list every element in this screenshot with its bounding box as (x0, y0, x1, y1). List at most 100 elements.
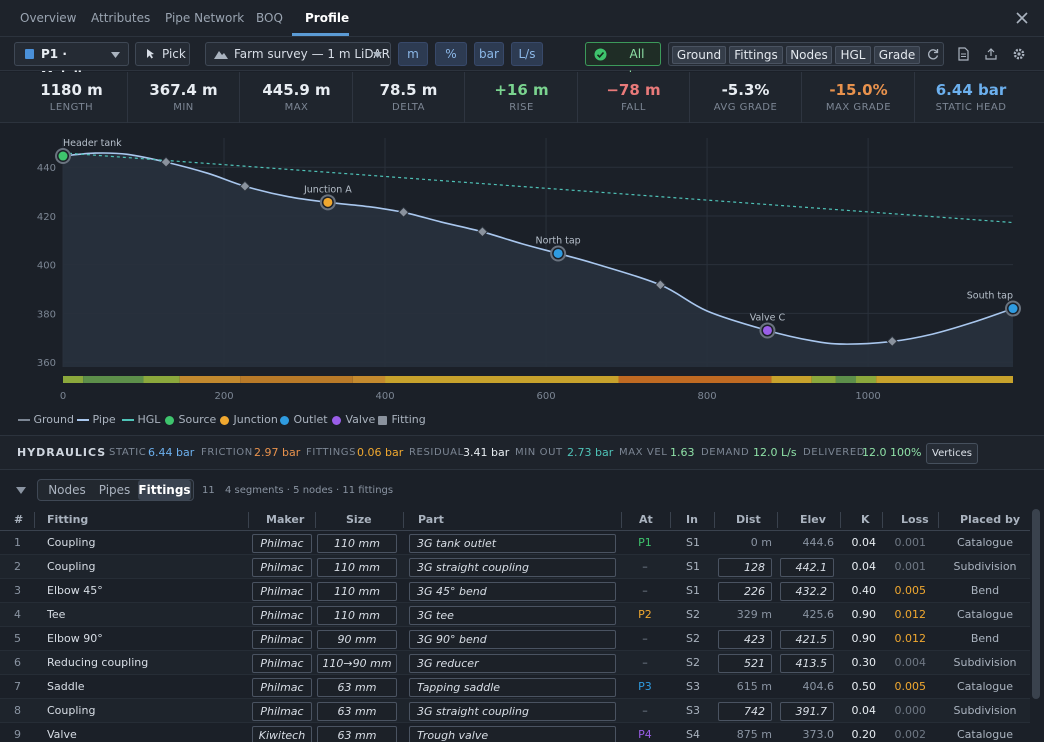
cell-maker[interactable]: Philmac (252, 558, 312, 577)
layer-nodes-toggle[interactable]: Nodes (786, 46, 832, 64)
table-row[interactable]: 9 Valve Kiwitech 63 mm Trough valve P4 S4 875 m… (0, 723, 1030, 742)
column-divider[interactable] (248, 512, 249, 528)
column-header[interactable]: K (861, 513, 870, 526)
close-icon[interactable] (1014, 10, 1030, 26)
tab-pipe-network[interactable]: Pipe Network (165, 11, 245, 25)
cell-part[interactable]: 3G straight coupling (409, 558, 616, 577)
cell-size[interactable]: 90 mm (317, 630, 397, 649)
column-divider[interactable] (403, 512, 404, 528)
tab-attributes[interactable]: Attributes (91, 11, 151, 25)
column-divider[interactable] (840, 512, 841, 528)
subtab-pipes[interactable]: Pipes (98, 483, 131, 497)
tab-overview[interactable]: Overview (20, 11, 77, 25)
column-header[interactable]: Loss (901, 513, 929, 526)
cell-dist[interactable]: 128 (718, 558, 772, 577)
column-header[interactable]: Size (346, 513, 372, 526)
table-row[interactable]: 7 Saddle Philmac 63 mm Tapping saddle P3 S3 615… (0, 675, 1030, 699)
column-header[interactable]: Part (418, 513, 444, 526)
tab-boq[interactable]: BOQ (256, 11, 283, 25)
cell-part[interactable]: Tapping saddle (409, 678, 616, 697)
column-header[interactable]: Elev (800, 513, 826, 526)
tab-profile[interactable]: Profile (305, 11, 350, 25)
cell-part[interactable]: 3G reducer (409, 654, 616, 673)
column-header[interactable]: At (639, 513, 653, 526)
cell-maker[interactable]: Philmac (252, 534, 312, 553)
pipe-select[interactable]: P1 · Mainline (14, 42, 129, 83)
column-header[interactable]: Fitting (47, 513, 89, 526)
table-row[interactable]: 2 Coupling Philmac 110 mm 3G straight coupli… (0, 555, 1030, 579)
cell-dist[interactable]: 423 (718, 630, 772, 649)
unit-ls-toggle[interactable]: L/s (511, 42, 543, 66)
refresh-icon[interactable] (927, 48, 939, 60)
gear-icon[interactable] (1012, 47, 1026, 61)
collapse-toggle-icon[interactable] (16, 487, 26, 494)
cell-maker[interactable]: Philmac (252, 582, 312, 601)
table-scrollbar[interactable] (1032, 509, 1040, 699)
cell-maker[interactable]: Philmac (252, 702, 312, 721)
cell-part[interactable]: 3G 90° bend (409, 630, 616, 649)
cell-part[interactable]: 3G straight coupling (409, 702, 616, 721)
cell-maker[interactable]: Philmac (252, 678, 312, 697)
cell-part[interactable]: 3G tee (409, 606, 616, 625)
column-divider[interactable] (882, 512, 883, 528)
cell-size[interactable]: 63 mm (317, 702, 397, 721)
unit-m-toggle[interactable]: m (398, 42, 428, 66)
cell-size[interactable]: 110 mm (317, 582, 397, 601)
cell-part[interactable]: 3G 45° bend (409, 582, 616, 601)
layer-ground-toggle[interactable]: Ground (672, 46, 726, 64)
cell-elev[interactable]: 421.5 (780, 630, 834, 649)
cell-size[interactable]: 110 mm (317, 534, 397, 553)
cell-dist[interactable]: 742 (718, 702, 772, 721)
unit-bar-toggle[interactable]: bar (474, 42, 504, 66)
vertices-button[interactable]: Vertices (926, 443, 978, 464)
subtab-nodes[interactable]: Nodes (48, 483, 86, 497)
cell-dist[interactable]: 226 (718, 582, 772, 601)
unit-percent-toggle[interactable]: % (435, 42, 467, 66)
cell-maker[interactable]: Philmac (252, 654, 312, 673)
cell-size[interactable]: 110 mm (317, 558, 397, 577)
table-row[interactable]: 5 Elbow 90° Philmac 90 mm 3G 90° bend – S2 423 4… (0, 627, 1030, 651)
document-icon[interactable] (956, 47, 970, 61)
pick-button[interactable]: Pick (135, 42, 190, 66)
column-header[interactable]: # (14, 513, 24, 526)
table-row[interactable]: 3 Elbow 45° Philmac 110 mm 3G 45° bend – S1 226… (0, 579, 1030, 603)
layer-fittings-toggle[interactable]: Fittings (729, 46, 783, 64)
table-row[interactable]: 1 Coupling Philmac 110 mm 3G tank outlet P1 S1… (0, 531, 1030, 555)
layer-grade-toggle[interactable]: Grade (874, 46, 920, 64)
column-header[interactable]: Maker (266, 513, 305, 526)
column-header[interactable]: Placed by (960, 513, 1020, 526)
cell-part[interactable]: 3G tank outlet (409, 534, 616, 553)
cell-elev[interactable]: 442.1 (780, 558, 834, 577)
cell-elev[interactable]: 432.2 (780, 582, 834, 601)
export-icon[interactable] (984, 47, 998, 61)
column-divider[interactable] (714, 512, 715, 528)
cell-dist[interactable]: 521 (718, 654, 772, 673)
cell-size[interactable]: 110 mm (317, 606, 397, 625)
cell-size[interactable]: 63 mm (317, 678, 397, 697)
column-divider[interactable] (621, 512, 622, 528)
layer-hgl-toggle[interactable]: HGL (835, 46, 871, 64)
column-divider[interactable] (777, 512, 778, 528)
profile-chart-svg[interactable]: 360 380 400 420 440 0 200 400 600 800 1000 Header t… (0, 124, 1044, 409)
cell-maker[interactable]: Philmac (252, 630, 312, 649)
table-row[interactable]: 4 Tee Philmac 110 mm 3G tee P2 S2 329 m 425.6 0.9… (0, 603, 1030, 627)
cell-size[interactable]: 110→90 mm (317, 654, 397, 673)
table-row[interactable]: 8 Coupling Philmac 63 mm 3G straight couplin… (0, 699, 1030, 723)
column-header[interactable]: In (686, 513, 698, 526)
cell-maker[interactable]: Kiwitech (252, 726, 312, 742)
table-row[interactable]: 6 Reducing coupling Philmac 110→90 mm 3G red… (0, 651, 1030, 675)
subtab-fittings[interactable]: Fittings (138, 480, 191, 500)
cell-elev[interactable]: 413.5 (780, 654, 834, 673)
column-divider[interactable] (670, 512, 671, 528)
cell-size[interactable]: 63 mm (317, 726, 397, 742)
column-divider[interactable] (315, 512, 316, 528)
cell-maker[interactable]: Philmac (252, 606, 312, 625)
column-divider[interactable] (938, 512, 939, 528)
all-clear-badge[interactable]: All clear (585, 42, 661, 83)
cell-elev[interactable]: 391.7 (780, 702, 834, 721)
profile-chart[interactable]: 360 380 400 420 440 0 200 400 600 800 1000 Header t… (0, 124, 1044, 432)
column-divider[interactable] (34, 512, 35, 528)
column-header[interactable]: Dist (736, 513, 761, 526)
terrain-select[interactable]: Farm survey — 1 m LiDAR (205, 42, 391, 66)
cell-part[interactable]: Trough valve (409, 726, 616, 742)
